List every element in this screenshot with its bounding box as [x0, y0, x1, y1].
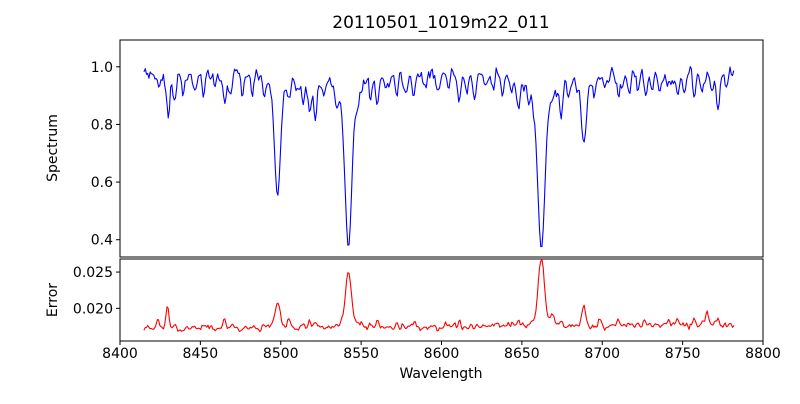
error-y-axis-label: Error — [45, 283, 61, 317]
x-tick-label: 8750 — [665, 346, 701, 362]
x-tick-label: 8400 — [102, 346, 138, 362]
x-axis-label: Wavelength — [399, 366, 482, 382]
y-tick-label-error: 0.020 — [73, 301, 113, 317]
x-tick-label: 8600 — [424, 346, 460, 362]
spectrum-y-axis-label: Spectrum — [45, 114, 61, 182]
spectrum-line — [143, 66, 735, 248]
y-tick-label-error: 0.025 — [73, 265, 113, 281]
x-tick-label: 8700 — [584, 346, 620, 362]
plot-box-spectrum — [119, 39, 764, 258]
error-line — [143, 259, 735, 333]
y-tick-label-spectrum: 0.6 — [91, 175, 113, 191]
x-tick-label: 8800 — [745, 346, 781, 362]
y-tick-label-spectrum: 0.8 — [91, 117, 113, 133]
x-tick-label: 8650 — [504, 346, 540, 362]
x-tick-label: 8550 — [343, 346, 379, 362]
x-tick-label: 8500 — [263, 346, 299, 362]
y-tick-label-spectrum: 0.4 — [91, 233, 113, 249]
chart-title: 20110501_1019m22_011 — [332, 13, 549, 33]
x-tick-label: 8450 — [183, 346, 219, 362]
y-tick-label-spectrum: 1.0 — [91, 60, 113, 76]
axes-layer: 0.4 0.6 0.8 1.0 0.020 0.025 8400 8450 8500 8550 86… — [73, 39, 781, 362]
series-layer — [143, 66, 735, 333]
